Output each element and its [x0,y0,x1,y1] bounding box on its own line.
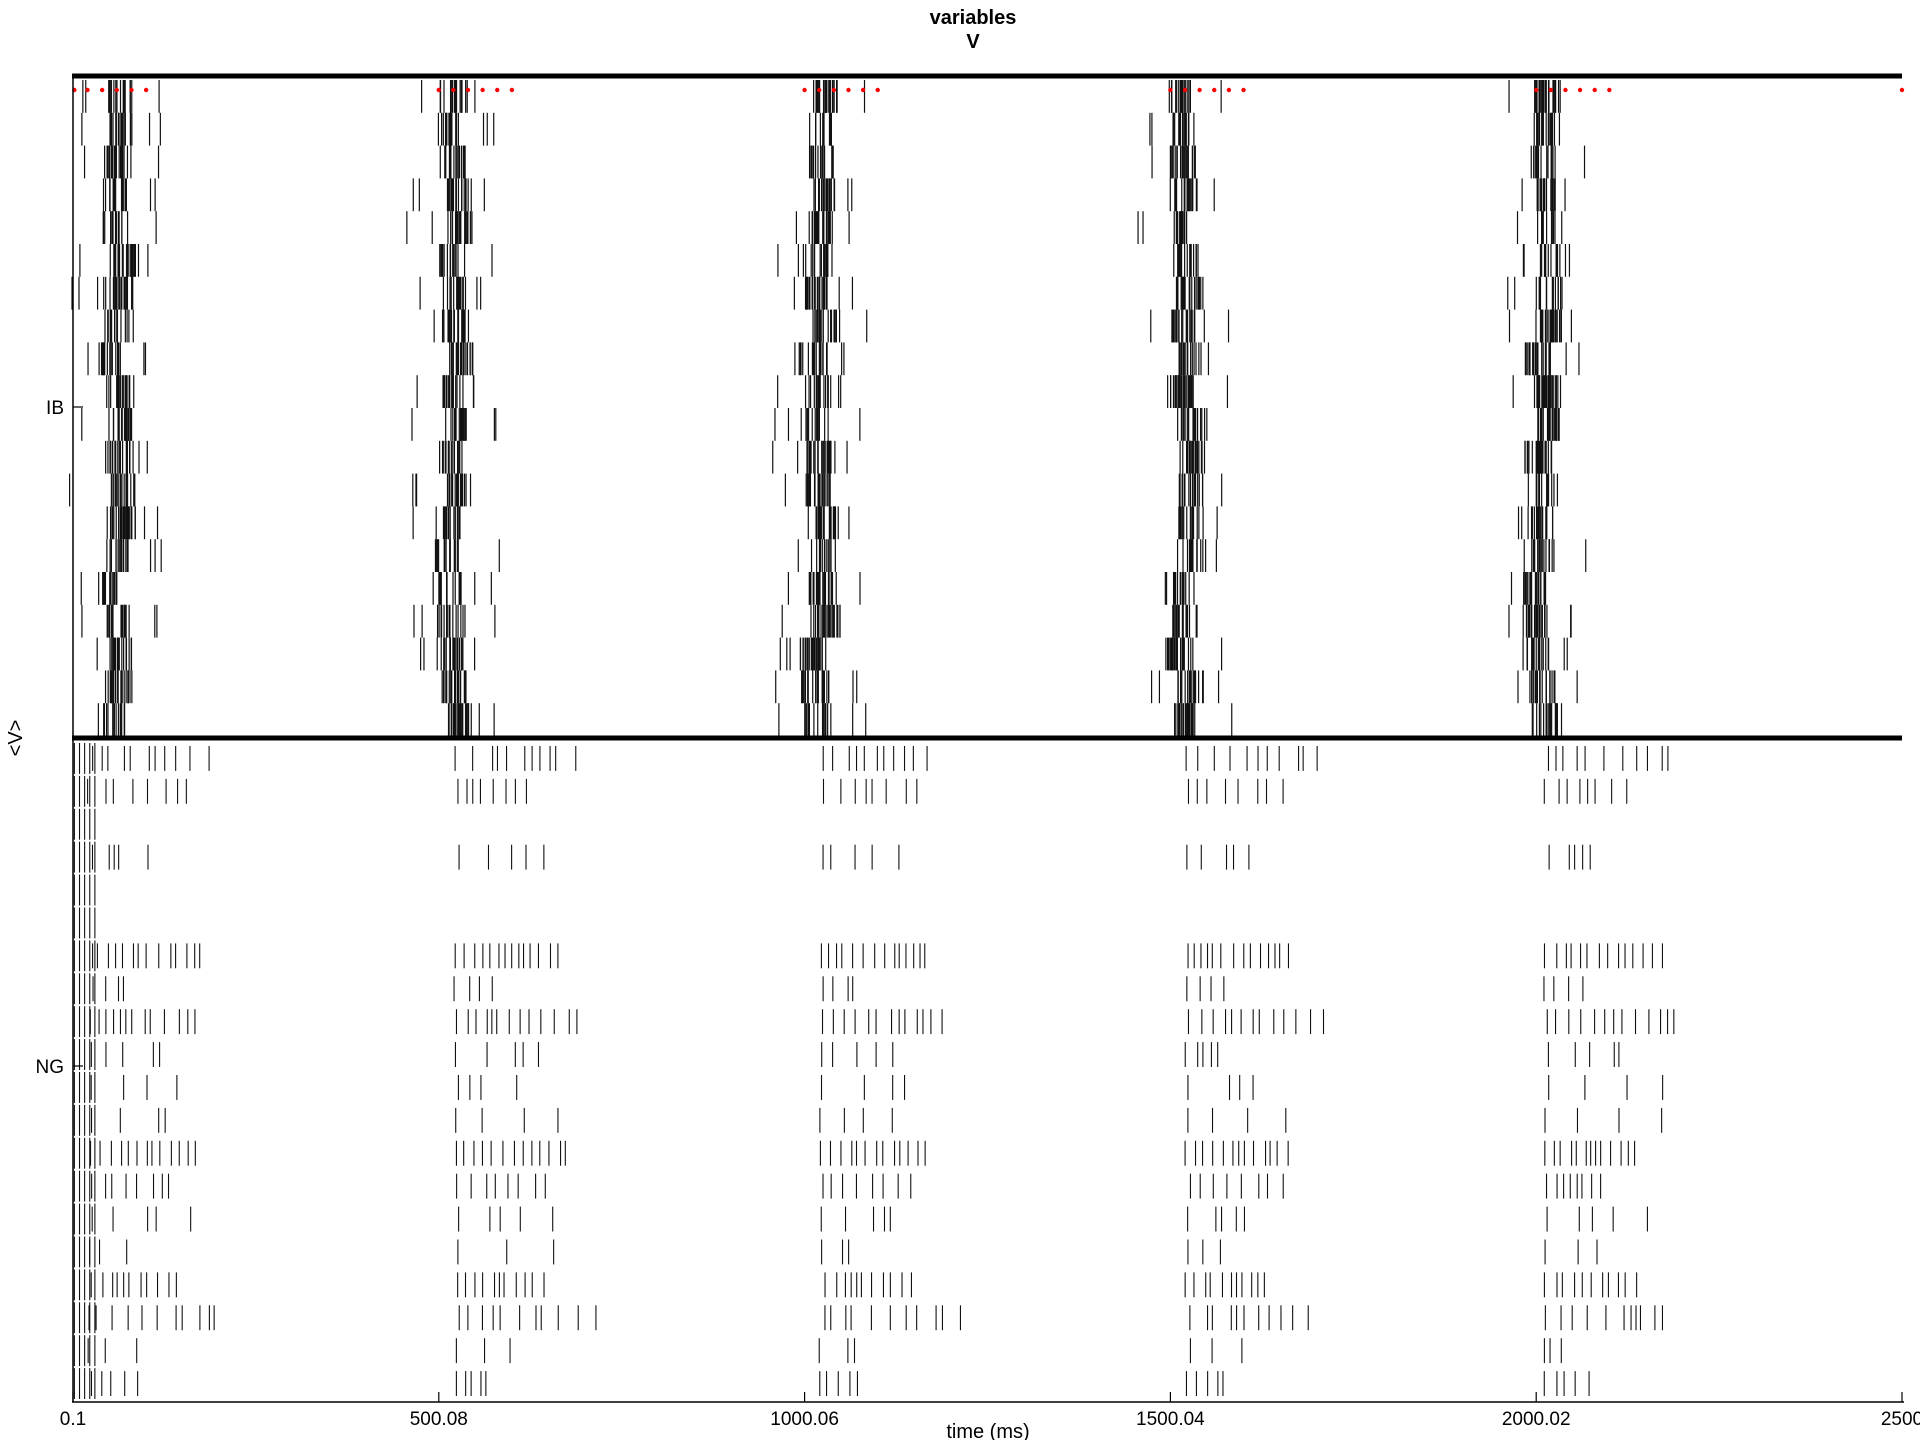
ib-marker [436,87,441,93]
ib-marker [1212,87,1217,93]
ib-marker [480,87,485,93]
x-axis-ticks: 0.1 500.08 1000.06 1500.04 2000.02 2500 [60,1392,1920,1430]
x-axis-label: time (ms) [946,1421,1029,1440]
ib-marker [875,87,880,93]
y-tick-label: IB [46,398,64,419]
ib-panel [68,80,1905,736]
ng-panel [73,743,1675,1399]
ib-marker [831,87,837,93]
x-tick-label: 0.1 [60,1409,86,1430]
chart-title-line1: variables [930,7,1017,29]
ib-marker [1563,87,1568,93]
ib-spike-raster [68,80,1587,736]
ng-spike-raster [73,743,1675,1399]
ib-red-markers [72,87,1905,93]
x-tick-label: 2500 [1881,1409,1920,1430]
ib-marker [1226,87,1232,93]
x-tick-label: 500.08 [410,1409,468,1430]
ib-marker [816,87,822,93]
ib-marker [465,87,471,93]
ib-marker [1241,87,1246,93]
ib-marker [860,87,866,93]
y-axis-ticks: IB NG [36,398,83,1078]
ib-marker [451,87,456,93]
ib-marker [1592,87,1597,93]
ib-marker [1548,87,1554,93]
y-axis-label: <V> [5,720,27,757]
ib-marker [846,87,851,93]
y-tick-label: NG [36,1057,65,1078]
ib-marker [143,87,149,93]
ib-marker [1197,87,1202,93]
chart-title-line2: V [966,31,980,53]
x-tick-label: 2000.02 [1502,1409,1571,1430]
ib-marker [114,87,120,93]
ib-marker [99,87,105,93]
ib-marker [1533,87,1539,93]
ib-marker [802,87,807,93]
x-tick-label: 1000.06 [770,1409,839,1430]
ib-marker [1607,87,1612,93]
ib-marker [1899,87,1905,93]
ib-marker [509,87,515,93]
ib-marker [495,87,500,93]
ib-marker [1182,87,1188,93]
ib-marker [129,87,134,93]
x-tick-label: 1500.04 [1136,1409,1205,1430]
ib-marker [85,87,90,93]
ib-marker [1168,87,1173,93]
ib-marker [1577,87,1583,93]
